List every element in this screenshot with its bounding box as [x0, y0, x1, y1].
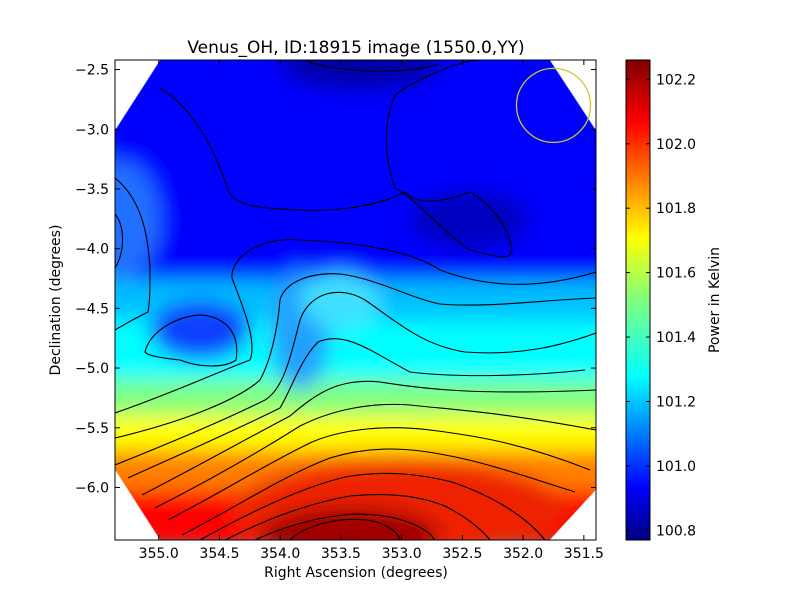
contour-line	[141, 380, 596, 496]
chart-title: Venus_OH, ID:18915 image (1550.0,YY)	[187, 38, 524, 58]
contour-line	[224, 493, 491, 540]
heatmap-image	[115, 60, 596, 540]
x-tick-label: 352.5	[442, 546, 482, 562]
colorbar-tick-label: 101.8	[656, 201, 696, 217]
colorbar-tick-label: 101.6	[656, 266, 696, 282]
contour-line	[115, 291, 596, 466]
colorbar-tick-label: 101.4	[656, 330, 696, 346]
y-tick-label: −4.0	[75, 242, 109, 258]
contour-line	[115, 177, 151, 331]
colorbar-label: Power in Kelvin	[707, 247, 723, 353]
y-tick-label: −5.5	[75, 421, 109, 437]
contour-line	[115, 239, 596, 414]
colorbar-tick-label: 102.0	[656, 137, 696, 153]
contour-line	[254, 513, 435, 540]
colorbar-tick-label: 100.8	[656, 523, 696, 539]
contour-line	[127, 338, 586, 479]
x-tick-label: 355.0	[139, 546, 179, 562]
contour-line	[159, 60, 513, 258]
x-axis: 355.0 354.5 354.0 353.5 353.0 352.5 352.0 351.5	[139, 60, 604, 562]
x-tick-label: 353.0	[382, 546, 422, 562]
colorbar-tick-label: 102.2	[656, 72, 696, 88]
contour-line	[181, 448, 576, 536]
colorbar-axis: 100.8 101.0 101.2 101.4 101.6 101.8 102.0 102.2	[626, 72, 696, 539]
x-tick-label: 352.0	[503, 546, 543, 562]
x-tick-label: 351.5	[564, 546, 604, 562]
y-tick-label: −4.5	[75, 301, 109, 317]
y-tick-label: −3.5	[75, 182, 109, 198]
x-tick-label: 354.5	[199, 546, 239, 562]
y-tick-label: −2.5	[75, 63, 109, 79]
x-tick-label: 353.5	[321, 546, 361, 562]
x-tick-label: 354.0	[260, 546, 300, 562]
contour-line	[115, 213, 124, 269]
contour-line	[199, 472, 546, 540]
y-tick-label: −6.0	[75, 480, 109, 496]
contour-lines	[115, 60, 596, 540]
colorbar	[625, 59, 651, 541]
marker-circle	[515, 67, 592, 144]
colorbar-tick-label: 101.2	[656, 394, 696, 410]
contour-line	[144, 314, 238, 367]
plot-frame	[114, 59, 597, 541]
x-axis-label: Right Ascension (degrees)	[264, 565, 448, 581]
y-tick-label: −5.0	[75, 361, 109, 377]
contour-line	[167, 427, 591, 521]
y-tick-label: −3.0	[75, 122, 109, 138]
y-axis: −2.5 −3.0 −3.5 −4.0 −4.5 −5.0 −5.5 −6.0	[75, 63, 596, 496]
contour-line	[304, 60, 441, 72]
contour-line	[154, 403, 596, 509]
contour-line	[289, 518, 401, 540]
y-axis-label: Declination (degrees)	[48, 225, 64, 376]
contour-line	[115, 273, 596, 439]
colorbar-tick-label: 101.0	[656, 459, 696, 475]
